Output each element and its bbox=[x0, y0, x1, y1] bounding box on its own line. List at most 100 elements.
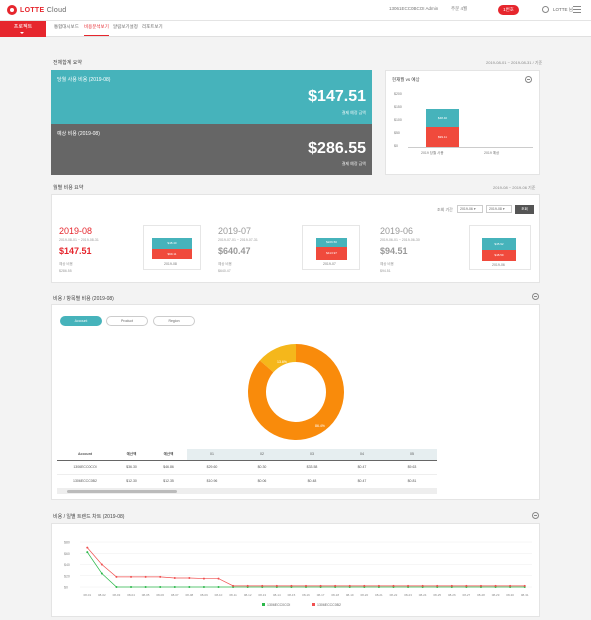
data-point[interactable] bbox=[115, 586, 118, 588]
data-point[interactable] bbox=[407, 584, 410, 587]
column-header[interactable]: 01 bbox=[187, 449, 237, 461]
data-point[interactable] bbox=[130, 586, 133, 588]
data-point[interactable] bbox=[523, 584, 526, 587]
data-point[interactable] bbox=[421, 584, 424, 587]
data-point[interactable] bbox=[319, 584, 322, 587]
month-range: 2019-06-01 ~ 2019-06-30 bbox=[380, 238, 420, 242]
data-point[interactable] bbox=[202, 577, 205, 580]
month-mini-chart: $48.40 $99.11 2019-08 bbox=[143, 225, 201, 270]
tab-account[interactable]: Account bbox=[60, 316, 102, 326]
x-tick-label: 08-11 bbox=[229, 593, 237, 597]
data-point[interactable] bbox=[202, 586, 205, 588]
filter-to-select[interactable]: 2019-08 ▾ bbox=[486, 205, 512, 213]
forecast-cost-amount: $286.55 bbox=[308, 140, 366, 157]
column-header[interactable]: 예산액 bbox=[113, 449, 150, 461]
data-point[interactable] bbox=[100, 563, 103, 566]
legend-swatch bbox=[262, 603, 265, 606]
data-point[interactable] bbox=[173, 577, 176, 579]
data-point[interactable] bbox=[144, 586, 147, 588]
tab-cost-analysis[interactable]: 비용분석보기 bbox=[84, 21, 109, 36]
column-header[interactable]: 03 bbox=[287, 449, 337, 461]
current-vs-forecast-panel: 현재월 vs 예상 $200 $150 $100 $50 $0 $48.40 $… bbox=[385, 70, 540, 175]
data-point[interactable] bbox=[509, 584, 512, 587]
data-point[interactable] bbox=[246, 584, 249, 587]
table-cell: $12.35 bbox=[150, 474, 187, 489]
data-point[interactable] bbox=[86, 546, 89, 549]
legend-label[interactable]: 1306ECC0COI bbox=[267, 603, 290, 607]
mini-chart-collapse-icon[interactable] bbox=[525, 76, 532, 83]
column-header[interactable]: 05 bbox=[387, 449, 437, 461]
table-cell: $0.06 bbox=[237, 474, 287, 489]
filter-from-select[interactable]: 2019-06 ▾ bbox=[457, 205, 483, 213]
role-select[interactable]: 주문 4월 bbox=[451, 6, 468, 11]
table-horizontal-scrollbar[interactable] bbox=[57, 489, 437, 494]
logo-brand: LOTTE bbox=[20, 6, 45, 14]
donut-slice-minor[interactable] bbox=[259, 344, 296, 373]
tab-region[interactable]: Region bbox=[153, 316, 195, 326]
data-point[interactable] bbox=[479, 584, 482, 587]
table-cell: 1306ECCC0B2 bbox=[57, 474, 113, 489]
data-point[interactable] bbox=[130, 575, 133, 578]
trend-title: 비용 / 일별 트렌드 차트 (2019-08) bbox=[53, 514, 125, 520]
column-header[interactable]: 04 bbox=[337, 449, 387, 461]
data-point[interactable] bbox=[290, 584, 293, 587]
logo[interactable]: LOTTE Cloud bbox=[7, 5, 67, 15]
column-header[interactable]: Account bbox=[57, 449, 113, 461]
x-tick-label: 08-28 bbox=[477, 593, 485, 597]
data-point[interactable] bbox=[261, 584, 264, 587]
data-point[interactable] bbox=[348, 584, 351, 587]
search-button[interactable]: 조회 bbox=[515, 205, 534, 214]
month-foot-label: 예상 비용 bbox=[218, 262, 232, 266]
data-point[interactable] bbox=[377, 584, 380, 587]
data-point[interactable] bbox=[494, 584, 497, 587]
menu-icon[interactable] bbox=[573, 6, 581, 14]
tab-dashboard[interactable]: 통합대시보드 bbox=[54, 24, 79, 29]
x-tick-label: 08-10 bbox=[215, 593, 223, 597]
data-point[interactable] bbox=[334, 584, 337, 587]
data-point[interactable] bbox=[188, 586, 191, 588]
service-menu-button[interactable]: 프로젝트 bbox=[0, 21, 46, 37]
x-tick-label: 08-15 bbox=[288, 593, 296, 597]
y-tick-label: $20 bbox=[64, 574, 70, 578]
data-point[interactable] bbox=[217, 577, 220, 580]
data-point[interactable] bbox=[173, 586, 176, 588]
data-point[interactable] bbox=[100, 572, 103, 575]
data-point[interactable] bbox=[450, 584, 453, 587]
breakdown-collapse-icon[interactable] bbox=[532, 293, 539, 300]
account-select[interactable]: 13061ECC0BCOI Admin bbox=[389, 6, 439, 11]
data-point[interactable] bbox=[275, 584, 278, 587]
x-tick-label: 08-06 bbox=[156, 593, 164, 597]
data-point[interactable] bbox=[392, 584, 395, 587]
tab-product[interactable]: Product bbox=[106, 316, 148, 326]
data-point[interactable] bbox=[159, 575, 162, 578]
trend-collapse-icon[interactable] bbox=[532, 512, 539, 519]
data-point[interactable] bbox=[86, 551, 89, 554]
data-point[interactable] bbox=[188, 577, 191, 579]
x-tick-label: 08-01 bbox=[83, 593, 91, 597]
user-name[interactable]: LOTTE 님 bbox=[553, 7, 573, 12]
user-icon[interactable] bbox=[542, 6, 549, 13]
y-tick: $0 bbox=[394, 144, 398, 148]
data-point[interactable] bbox=[144, 575, 147, 578]
tab-alerts[interactable]: 알림보기설정 bbox=[113, 24, 138, 29]
data-point[interactable] bbox=[232, 584, 235, 587]
data-point[interactable] bbox=[115, 575, 118, 578]
bar-segment-top: $48.40 bbox=[426, 109, 459, 127]
data-point[interactable] bbox=[436, 584, 439, 587]
legend-label[interactable]: 1306ECCC0B2 bbox=[317, 603, 341, 607]
header-action-button[interactable]: 1번호 bbox=[498, 5, 519, 15]
x-tick-label: 08-21 bbox=[375, 593, 383, 597]
column-header[interactable]: 예산액 bbox=[150, 449, 187, 461]
column-header[interactable]: 02 bbox=[237, 449, 287, 461]
donut-slice-major[interactable] bbox=[248, 344, 344, 440]
data-point[interactable] bbox=[363, 584, 366, 587]
month-range: 2019-07-01 ~ 2019-07-31 bbox=[218, 238, 258, 242]
data-point[interactable] bbox=[159, 586, 162, 588]
x-tick-label: 08-22 bbox=[390, 593, 398, 597]
breakdown-title: 비용 / 항목별 비용 (2019-08) bbox=[53, 296, 114, 302]
data-point[interactable] bbox=[305, 584, 307, 587]
donut-label-major: 86.4% bbox=[315, 424, 325, 428]
tab-reports[interactable]: 리포트보기 bbox=[142, 24, 163, 29]
data-point[interactable] bbox=[465, 584, 468, 587]
data-point[interactable] bbox=[217, 586, 220, 588]
